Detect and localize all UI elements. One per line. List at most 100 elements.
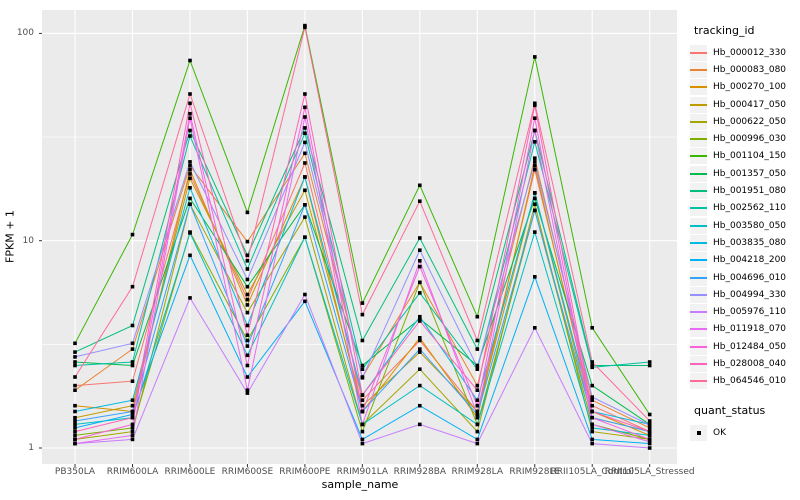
data-point — [73, 363, 77, 368]
data-point — [245, 375, 250, 379]
legend-item: Hb_000083_080 — [690, 61, 800, 78]
data-point — [418, 199, 422, 203]
legend-key-box — [690, 252, 707, 269]
data-point — [418, 317, 422, 321]
data-point — [590, 441, 594, 446]
data-point — [590, 409, 594, 414]
data-point — [590, 365, 594, 370]
data-point — [360, 422, 365, 427]
data-point — [360, 398, 365, 402]
data-point — [303, 131, 307, 135]
data-point — [360, 312, 365, 317]
data-point — [245, 267, 250, 271]
data-point — [130, 341, 135, 346]
data-point — [360, 393, 365, 397]
data-point — [475, 347, 480, 351]
data-point — [533, 128, 537, 133]
legend-key-box — [690, 113, 707, 130]
data-point — [418, 422, 422, 427]
legend-key-line-icon — [690, 190, 707, 193]
data-point — [73, 355, 77, 359]
data-point — [360, 376, 365, 380]
legend-title-quant-status: quant_status — [694, 403, 766, 417]
data-point — [130, 429, 135, 434]
data-point — [130, 412, 135, 417]
x-tick-label: RRIM901LA — [336, 467, 389, 477]
legend-key-box — [690, 44, 707, 61]
data-point — [73, 375, 77, 379]
data-point — [303, 188, 307, 193]
data-point — [647, 419, 652, 423]
data-point — [303, 25, 307, 30]
data-point — [130, 379, 135, 383]
data-point — [188, 176, 192, 181]
data-point — [245, 239, 250, 244]
legend-item-label: Hb_000622_050 — [713, 116, 787, 127]
data-point — [245, 253, 250, 258]
data-point — [475, 383, 480, 388]
data-point — [303, 140, 307, 145]
data-point — [418, 264, 422, 269]
data-point — [73, 437, 77, 442]
data-point — [130, 232, 135, 237]
data-point — [418, 236, 422, 240]
data-point — [73, 422, 77, 427]
data-point — [360, 429, 365, 434]
x-tick-label: RRIM928LE — [509, 467, 561, 477]
data-point — [245, 303, 250, 307]
data-point — [130, 360, 135, 364]
data-point — [188, 128, 192, 133]
data-point — [647, 423, 652, 427]
data-point — [303, 151, 307, 156]
data-point — [188, 172, 192, 176]
legend-item-label: OK — [713, 427, 726, 438]
legend-key-line-icon — [690, 241, 707, 244]
data-point — [188, 116, 192, 120]
data-point — [418, 347, 422, 351]
data-point — [188, 160, 192, 164]
data-point — [533, 196, 537, 201]
legend-item-label: Hb_004696_010 — [713, 272, 787, 283]
legend-item-label: Hb_012484_050 — [713, 341, 787, 352]
data-point — [360, 409, 365, 414]
legend-key-box — [690, 321, 707, 338]
data-point — [475, 429, 480, 434]
legend-key-box — [690, 165, 707, 182]
data-point — [303, 299, 307, 304]
data-point — [73, 433, 77, 438]
data-point — [303, 115, 307, 119]
data-point — [188, 253, 192, 258]
data-point — [475, 441, 480, 446]
data-point — [475, 422, 480, 427]
data-point — [647, 440, 652, 444]
data-point — [418, 291, 422, 295]
data-point — [245, 210, 250, 215]
data-point — [418, 280, 422, 285]
data-point — [188, 101, 192, 106]
legend-key-line-icon — [690, 103, 707, 106]
data-point — [130, 409, 135, 414]
legend-key-box — [690, 234, 707, 251]
data-point — [245, 338, 250, 343]
data-point — [533, 275, 537, 279]
data-point — [245, 344, 250, 348]
data-point — [647, 446, 652, 450]
data-point — [647, 363, 652, 368]
legend: tracking_id Hb_000012_330 Hb_000083_080 Hb… — [690, 24, 800, 441]
legend-item: Hb_001357_050 — [690, 165, 800, 182]
data-point — [533, 326, 537, 330]
legend-key-line-icon — [690, 207, 707, 210]
legend-item-label: Hb_064546_010 — [713, 376, 787, 387]
data-point — [647, 437, 652, 442]
data-point — [533, 160, 537, 164]
y-tick-label: 10 — [22, 235, 34, 246]
data-point — [533, 103, 537, 108]
data-point — [188, 92, 192, 96]
data-point — [73, 383, 77, 388]
data-point — [360, 363, 365, 368]
data-point — [188, 202, 192, 206]
legend-key-line-icon — [690, 51, 707, 54]
legend-item: Hb_004696_010 — [690, 269, 800, 286]
y-tick-label: 100 — [16, 28, 34, 39]
legend-item: Hb_000270_100 — [690, 79, 800, 96]
